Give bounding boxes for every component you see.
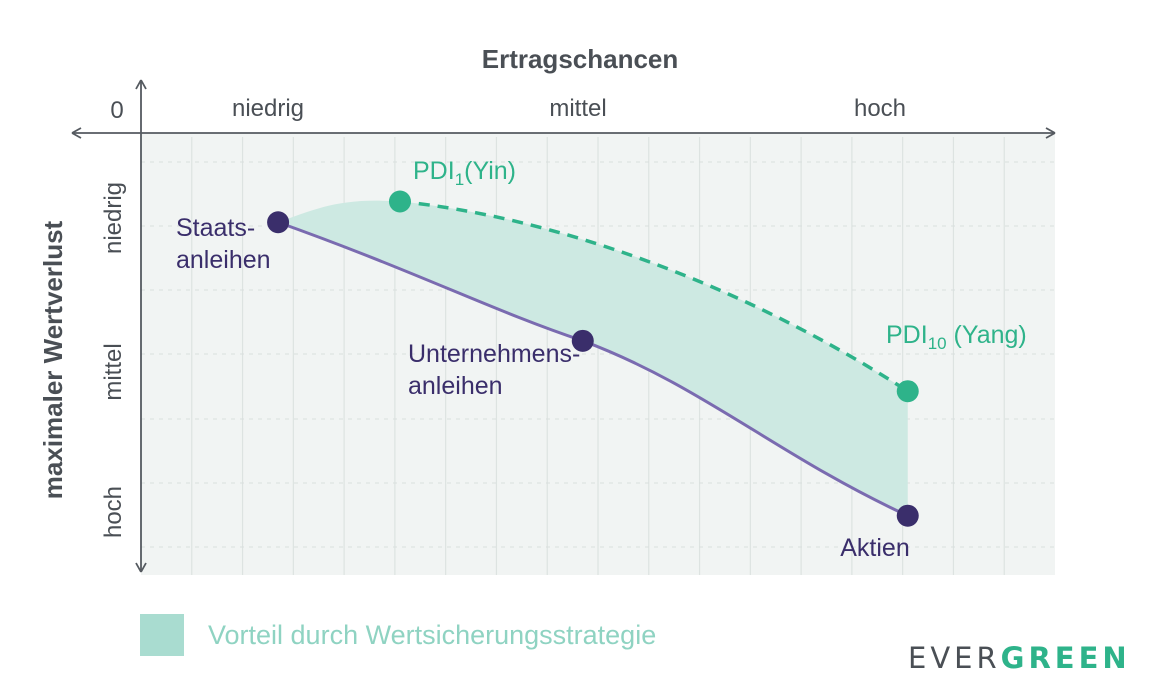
y-axis-tick-label: mittel xyxy=(100,343,127,400)
label-staatsanleihen: Staats-anleihen xyxy=(176,214,271,274)
x-axis-arrow-right xyxy=(1045,127,1056,139)
asset-point xyxy=(267,211,290,234)
advantage-area xyxy=(278,200,908,516)
label-pdi10: PDI10 (Yang) xyxy=(886,321,1027,353)
x-axis-zero-label: 0 xyxy=(110,97,123,124)
asset-point xyxy=(896,504,919,527)
legend-label: Vorteil durch Wertsicherungsstrategie xyxy=(208,619,657,650)
label-pdi1: PDI1(Yin) xyxy=(413,157,516,189)
pdi-curve xyxy=(399,199,909,393)
legend-swatch xyxy=(140,614,184,656)
pdi-point xyxy=(896,380,919,403)
y-axis-title: maximaler Wertverlust xyxy=(38,220,68,499)
x-axis-arrow-left xyxy=(71,127,82,139)
y-axis-arrow-top xyxy=(135,79,147,90)
brand-logo: EVERGREEN xyxy=(908,641,1131,675)
x-axis-tick-label: hoch xyxy=(854,95,906,122)
pdi-point xyxy=(388,190,411,213)
label-aktien: Aktien xyxy=(840,534,909,562)
x-axis-title: Ertragschancen xyxy=(482,44,679,74)
y-axis-tick-label: niedrig xyxy=(100,182,127,254)
legend: Vorteil durch Wertsicherungsstrategie xyxy=(140,614,656,656)
asset-point xyxy=(571,329,594,352)
label-unternehmensanleihen: Unternehmens-anleihen xyxy=(408,340,580,400)
y-axis-arrow-bottom xyxy=(135,562,147,573)
x-axis-tick-label: mittel xyxy=(549,95,606,122)
x-axis-tick-label: niedrig xyxy=(232,95,304,122)
y-axis-tick-label: hoch xyxy=(100,486,127,538)
